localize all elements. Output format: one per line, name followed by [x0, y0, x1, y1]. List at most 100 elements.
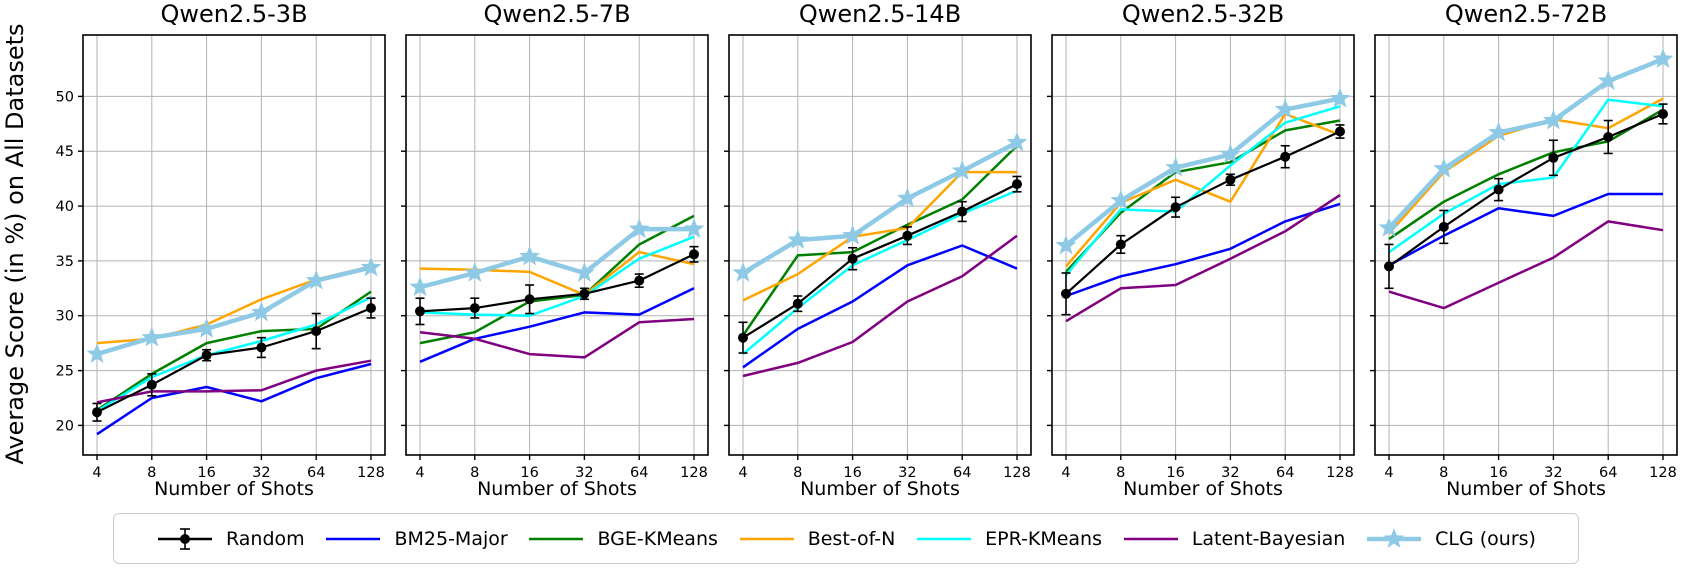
random-point: [1225, 174, 1236, 185]
series-random: [419, 253, 695, 313]
axes-frame: [1051, 34, 1355, 456]
clg-star-point: [1378, 217, 1400, 237]
clg-star-point: [1542, 109, 1564, 130]
series-bm25-major: [96, 362, 372, 436]
random-point: [1170, 202, 1181, 213]
x-tick-label: 32: [1544, 465, 1562, 481]
epr-line-icon: [917, 537, 972, 540]
chart-qwen2.5-72b: 4 8 16 32 64 128: [1370, 34, 1678, 481]
y-tick-label: 40: [56, 199, 74, 215]
legend: Random BM25-Major BGE-KMeans Best-of-N E…: [113, 513, 1579, 564]
legend-label: BGE-KMeans: [597, 527, 718, 550]
clg-star-point: [896, 187, 918, 208]
series-clg-ours: [96, 265, 372, 357]
random-point: [689, 249, 699, 260]
series-random: [742, 183, 1018, 339]
random-point: [579, 288, 590, 299]
random-point: [1603, 132, 1614, 142]
clg-star-point: [951, 159, 973, 180]
series-clg-ours: [1064, 96, 1341, 248]
series-clg-ours: [419, 226, 694, 290]
plot-area: 4 8 16 32 64 128: [724, 34, 1032, 481]
x-tick-label: 64: [1276, 465, 1294, 481]
y-tick-label: 30: [56, 309, 74, 325]
plot-area: 4 8 16 32 64 128: [1370, 34, 1678, 481]
series-bge-kmeans: [741, 144, 1018, 337]
chart-qwen2.5-14b: 4 8 16 32 64 128: [724, 34, 1032, 481]
x-tick-label: 32: [252, 465, 270, 481]
series-bge-kmeans: [96, 290, 372, 412]
x-tick-label: 16: [520, 465, 538, 481]
x-tick-label: 16: [197, 465, 215, 481]
x-tick-label: 64: [953, 465, 971, 481]
series-epr-kmeans: [1388, 98, 1664, 254]
clg-star-point: [519, 245, 541, 266]
x-tick-label: 16: [1166, 465, 1184, 481]
legend-label: Random: [226, 527, 305, 550]
series-bm25-major: [1065, 202, 1341, 298]
y-tick-label: 45: [56, 144, 74, 160]
random-marker-icon: [158, 527, 212, 550]
x-tick-label: 64: [1599, 465, 1617, 481]
x-axis-label: Number of Shots: [1446, 478, 1606, 500]
series-random: [96, 307, 372, 414]
x-tick-label: 8: [147, 465, 156, 481]
chart-panel-qwen2.5-7b: Qwen2.5-7B 4 8 16 32 64 128 Number of Shots: [356, 0, 758, 505]
chart-panel-qwen2.5-72b: Qwen2.5-72B 4 8 16 32 64 128 Number of Shots: [1325, 0, 1692, 505]
legend-item-random: Random: [156, 526, 305, 552]
random-point: [201, 350, 212, 361]
random-point: [524, 294, 535, 305]
series-epr-kmeans: [1065, 105, 1341, 276]
x-tick-label: 128: [1649, 465, 1677, 481]
x-tick-label: 64: [307, 465, 325, 481]
chart-panel-qwen2.5-14b: Qwen2.5-14B 4 8 16 32 64 128 Number of Shots: [679, 0, 1081, 505]
axes-frame: [1374, 34, 1678, 456]
series-best-of-n: [742, 170, 1017, 302]
random-point: [1548, 152, 1559, 163]
latent-bayesian-line-icon: [1123, 537, 1178, 540]
clg-star-point: [787, 229, 809, 249]
chart-title: Qwen2.5-72B: [1444, 0, 1608, 28]
legend-label: EPR-KMeans: [985, 527, 1103, 550]
random-point: [1438, 221, 1449, 232]
clg-star-point: [1652, 48, 1674, 69]
series-epr-kmeans: [742, 189, 1018, 356]
plot-area: 4 8 16 32 64 128: [401, 34, 709, 481]
x-tick-label: 8: [1116, 465, 1125, 481]
clg-star-point: [360, 256, 382, 277]
series-clg-ours: [741, 140, 1019, 275]
axes-frame: [82, 34, 386, 456]
clg-star-point: [1433, 157, 1455, 178]
x-tick-label: 4: [1061, 465, 1070, 481]
x-tick-label: 32: [1221, 465, 1239, 481]
random-point: [469, 303, 480, 314]
series-bge-kmeans: [419, 214, 695, 345]
series-best-of-n: [1065, 112, 1341, 268]
random-point: [1061, 288, 1071, 299]
x-axis-label: Number of Shots: [477, 478, 637, 500]
random-point: [92, 407, 102, 418]
axes-frame: [405, 34, 709, 456]
chart-qwen2.5-7b: 4 8 16 32 64 128: [401, 34, 709, 481]
x-tick-label: 128: [680, 465, 708, 481]
clg-star-point: [250, 301, 272, 322]
random-point: [415, 306, 425, 317]
series-random: [1065, 130, 1341, 295]
random-point: [146, 379, 157, 390]
x-tick-label: 32: [898, 465, 916, 481]
x-tick-label: 4: [1384, 465, 1393, 481]
legend-label: Latent-Bayesian: [1191, 527, 1346, 550]
legend-item-best-of-n: Best-of-N: [738, 526, 896, 552]
clg-star-point: [1006, 131, 1028, 152]
best-of-n-line-icon: [739, 537, 794, 540]
clg-star-point: [196, 317, 218, 338]
chart-qwen2.5-32b: 4 8 16 32 64 128: [1047, 34, 1355, 481]
clg-star-point: [842, 224, 864, 245]
legend-label: Best-of-N: [807, 527, 896, 550]
axes-frame: [728, 34, 1032, 456]
clg-star-point: [1597, 70, 1619, 90]
x-tick-label: 4: [92, 465, 101, 481]
random-point: [792, 298, 803, 309]
x-tick-label: 64: [630, 465, 648, 481]
clg-star-point: [573, 261, 595, 282]
